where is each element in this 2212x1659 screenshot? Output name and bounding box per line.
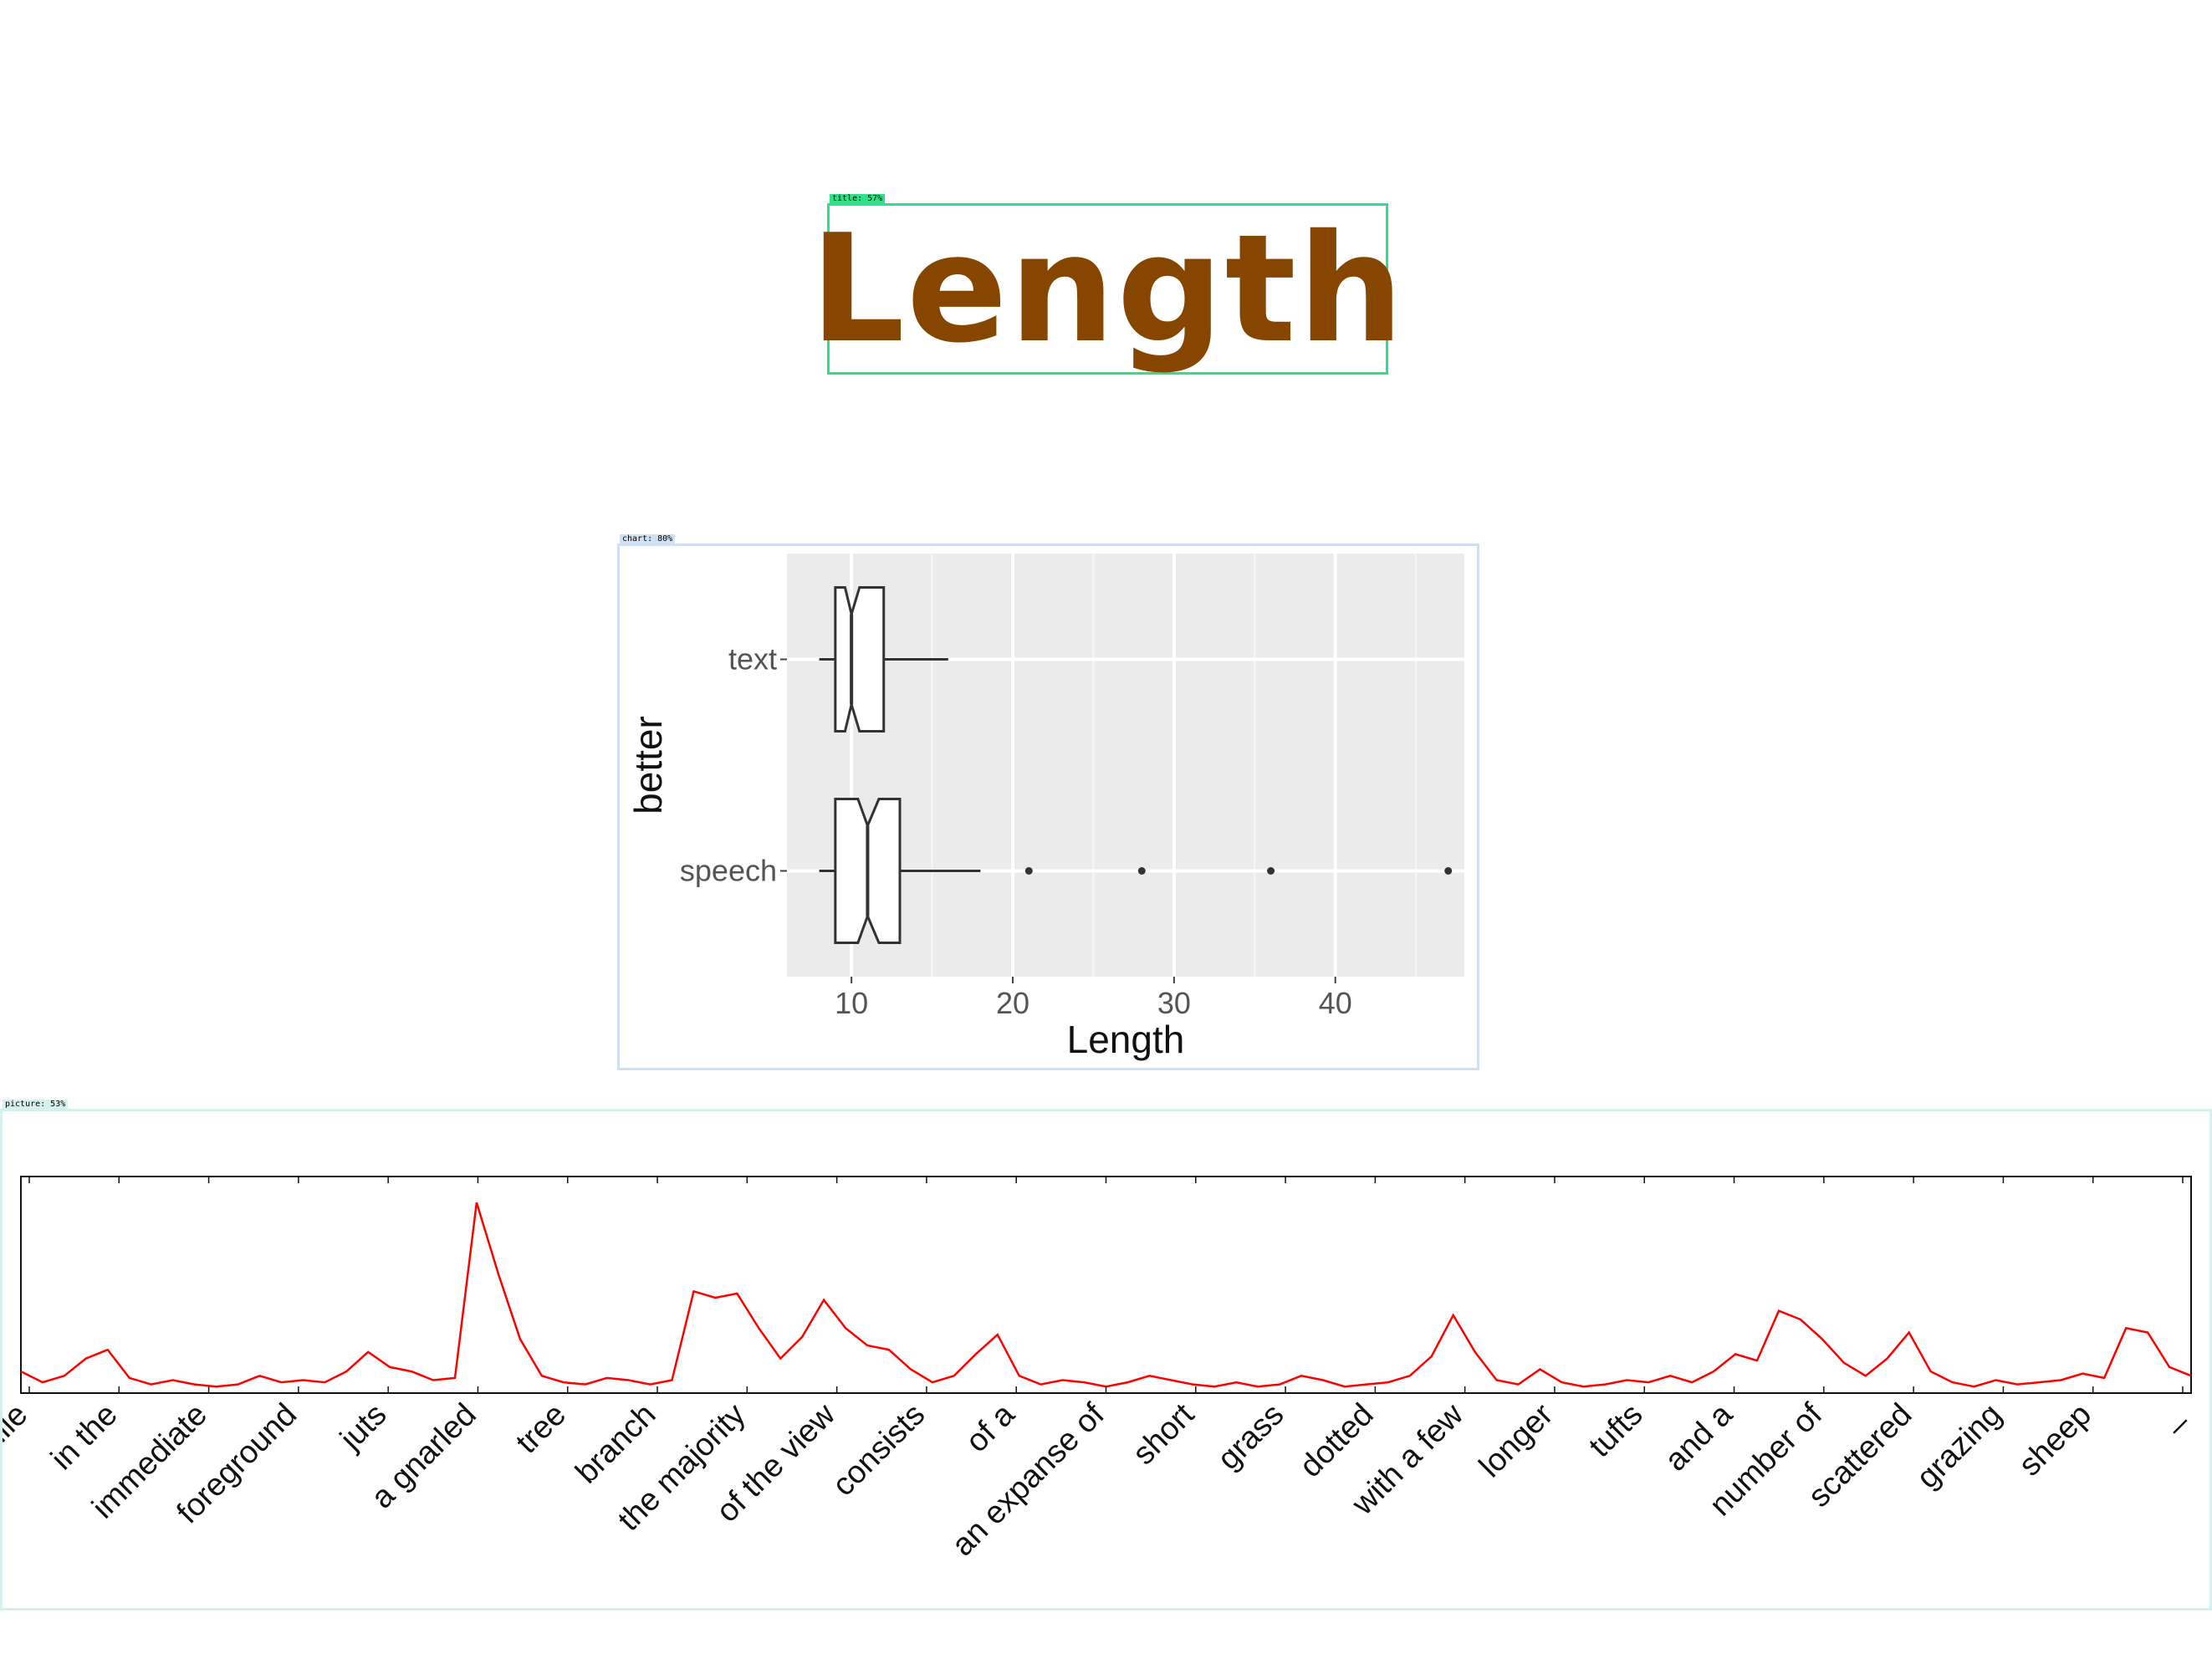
plot-frame <box>20 1176 2192 1394</box>
y-axis-title: better <box>626 716 670 814</box>
word-tick-label: _ <box>2150 1396 2189 1435</box>
word-tick-label: longer <box>1473 1396 1561 1484</box>
word-tick-label: consists <box>826 1397 932 1503</box>
word-tick-label: grazing <box>1910 1397 2009 1496</box>
word-tick-label: and a <box>1658 1396 1740 1478</box>
word-tick-label: tree <box>509 1397 573 1461</box>
outlier-point-speech <box>1444 867 1453 875</box>
word-tick-label: an expanse of <box>945 1396 1111 1563</box>
boxplot-chart: 10 20 30 40 speech text Length better <box>626 554 1464 1061</box>
y-tick-label-text: text <box>728 642 777 676</box>
title-detection-label: title: 57% <box>830 194 886 204</box>
word-tick-label: juts <box>333 1397 393 1457</box>
x-axis-title: Length <box>1067 1018 1185 1061</box>
picture-detection-box: picture: 53% while in the immediate foregro… <box>0 1100 2212 1611</box>
x-tick-label: 40 <box>1319 986 1352 1020</box>
box-text <box>834 586 886 733</box>
title-detection-box: title: 57% Length <box>810 194 1406 375</box>
page-title: Length <box>810 202 1406 375</box>
outlier-point-speech <box>1267 867 1275 875</box>
word-tick-label: sheep <box>2012 1397 2098 1483</box>
word-tick-label: of a <box>959 1396 1022 1459</box>
word-tick-label: grass <box>1211 1397 1290 1477</box>
word-tick-label: while <box>3 1397 34 1474</box>
chart-detection-box: chart: 80% 10 20 30 40 speech text Length bette… <box>617 534 1479 1070</box>
word-tick-label: dotted <box>1293 1397 1380 1484</box>
outlier-point-speech <box>1137 867 1146 875</box>
x-tick-label: 10 <box>835 986 868 1020</box>
chart-detection-label: chart: 80% <box>620 534 676 544</box>
picture-detection-label: picture: 53% <box>3 1100 69 1110</box>
x-tick-label: 20 <box>996 986 1029 1020</box>
word-tick-label: in the <box>44 1397 124 1477</box>
y-tick-label-speech: speech <box>680 854 777 888</box>
word-tick-label: short <box>1126 1396 1202 1472</box>
x-tick-label: 30 <box>1157 986 1191 1020</box>
word-tick-label: tufts <box>1582 1397 1649 1464</box>
outlier-point-speech <box>1024 867 1033 875</box>
